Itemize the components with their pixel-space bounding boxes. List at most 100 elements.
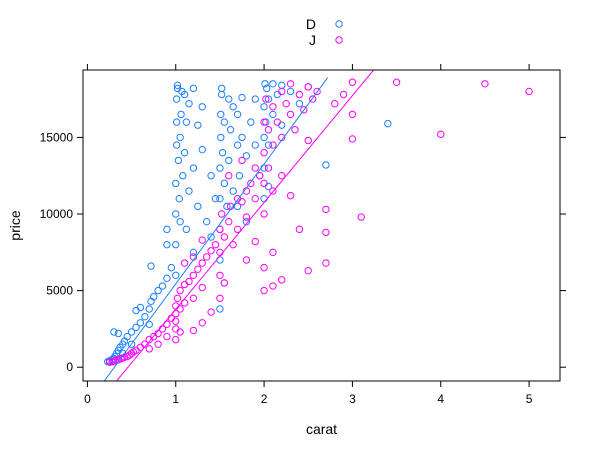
point-J — [295, 90, 304, 99]
point-J — [260, 263, 268, 272]
point-D — [251, 95, 259, 103]
series-layer — [104, 78, 533, 366]
point-J — [229, 240, 237, 249]
point-D — [238, 93, 246, 102]
point-D — [132, 323, 140, 332]
point-J — [348, 135, 357, 143]
point-J — [262, 95, 270, 103]
point-D — [251, 141, 259, 149]
point-J — [207, 308, 215, 316]
point-J — [172, 335, 180, 344]
point-J — [207, 247, 215, 255]
point-D — [295, 100, 304, 108]
point-J — [269, 248, 277, 257]
point-J — [145, 345, 153, 353]
point-D — [216, 305, 224, 313]
point-J — [331, 100, 339, 108]
point-J — [260, 149, 268, 157]
point-D — [163, 225, 171, 234]
point-J — [295, 225, 304, 234]
point-D — [242, 217, 251, 226]
point-D — [175, 194, 183, 203]
point-D — [182, 118, 191, 126]
point-D — [189, 84, 198, 93]
legend-marker-D — [335, 20, 343, 28]
point-D — [154, 286, 162, 295]
point-D — [226, 126, 235, 134]
point-D — [225, 156, 233, 165]
point-D — [216, 164, 224, 172]
point-D — [172, 179, 180, 188]
plot-frame — [82, 69, 561, 382]
point-J — [322, 228, 330, 237]
y-axis-title: price — [7, 210, 23, 241]
point-D — [286, 87, 295, 96]
point-J — [437, 130, 445, 139]
point-J — [322, 205, 330, 214]
point-J — [286, 191, 295, 200]
y-tick-label: 15000 — [40, 130, 74, 144]
point-D — [172, 240, 180, 249]
point-D — [141, 312, 149, 321]
legend-label-J: J — [309, 32, 316, 48]
point-D — [110, 328, 118, 336]
point-J — [216, 294, 224, 302]
point-D — [167, 263, 176, 272]
point-J — [278, 87, 286, 96]
point-D — [198, 145, 206, 154]
point-J — [269, 187, 277, 195]
point-J — [194, 265, 202, 273]
point-D — [127, 340, 136, 348]
point-D — [185, 100, 193, 108]
point-J — [260, 210, 268, 218]
point-D — [223, 202, 231, 211]
x-tick-label: 3 — [349, 392, 356, 406]
point-J — [198, 319, 206, 327]
point-D — [172, 210, 180, 218]
point-D — [136, 303, 145, 312]
x-tick-label: 5 — [526, 392, 533, 406]
point-D — [194, 202, 202, 211]
point-D — [217, 84, 226, 93]
point-D — [172, 118, 181, 126]
point-J — [189, 294, 198, 302]
point-J — [525, 87, 533, 96]
point-J — [264, 126, 273, 134]
point-J — [238, 198, 246, 206]
point-D — [216, 194, 224, 203]
point-D — [173, 81, 182, 90]
point-D — [158, 282, 167, 290]
point-J — [304, 136, 312, 145]
point-D — [163, 240, 171, 249]
point-D — [189, 248, 198, 257]
point-J — [198, 259, 206, 267]
point-D — [260, 103, 268, 111]
point-J — [304, 83, 312, 91]
point-D — [216, 256, 224, 264]
point-D — [264, 141, 273, 149]
point-D — [260, 133, 268, 142]
point-D — [189, 164, 198, 172]
point-J — [286, 110, 295, 119]
x-axis: 0 1 2 3 4 5 — [84, 64, 533, 406]
point-J — [198, 236, 206, 244]
point-D — [238, 133, 246, 142]
point-J — [216, 271, 224, 279]
legend-marker-J — [335, 36, 343, 44]
point-D — [264, 95, 273, 103]
point-J — [189, 326, 198, 335]
y-axis: 0 5000 10000 15000 — [40, 130, 566, 374]
point-J — [282, 100, 290, 108]
point-D — [217, 90, 226, 99]
point-J — [172, 317, 180, 325]
point-J — [220, 279, 229, 287]
point-D — [247, 118, 255, 126]
point-J — [251, 237, 259, 246]
point-D — [242, 152, 251, 160]
point-D — [179, 172, 187, 180]
point-J — [163, 332, 171, 341]
point-D — [207, 172, 215, 180]
point-J — [211, 240, 220, 249]
point-J — [308, 95, 317, 103]
